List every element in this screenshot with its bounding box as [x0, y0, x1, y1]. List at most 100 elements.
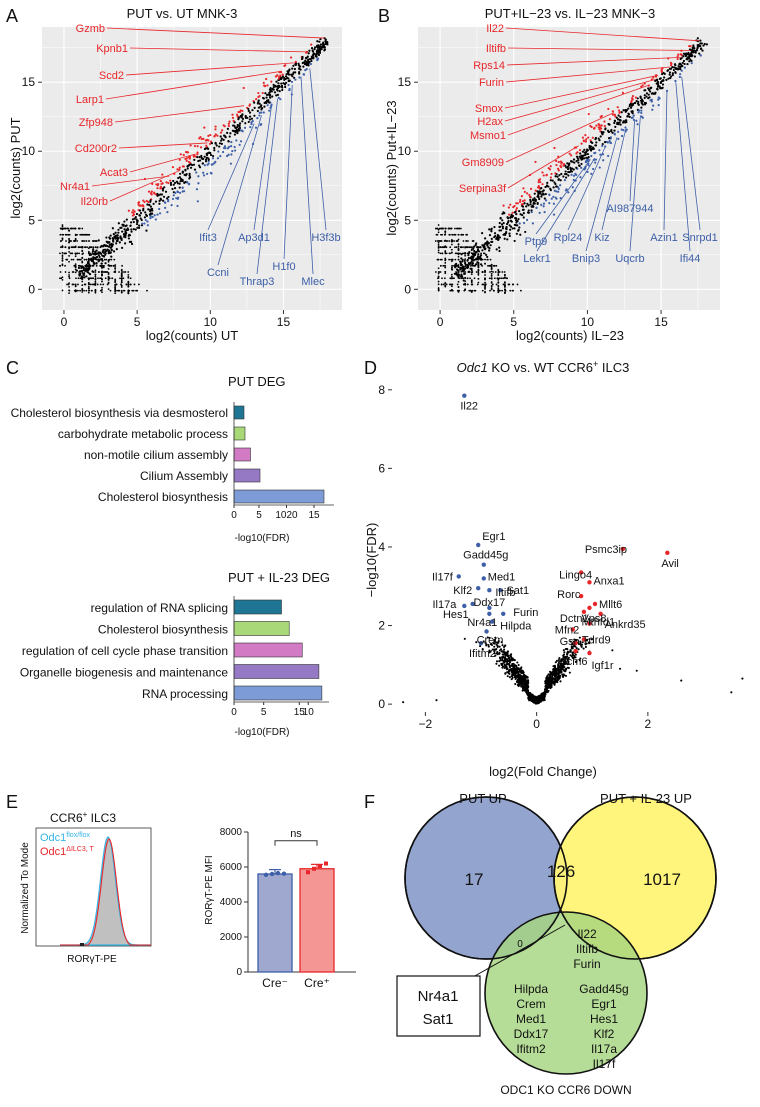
point-up	[555, 163, 558, 167]
point-ns	[564, 657, 567, 660]
point-ns	[537, 700, 540, 703]
point-ns	[284, 77, 287, 81]
point-down	[598, 166, 601, 169]
point-down	[151, 215, 154, 219]
point-ns	[582, 647, 585, 650]
point-ns	[488, 636, 491, 639]
point-ns	[524, 685, 527, 688]
point-ns	[271, 95, 274, 98]
point-ns	[450, 251, 453, 254]
point-ns	[515, 668, 519, 671]
point-down	[674, 79, 677, 83]
point-ns	[135, 289, 137, 292]
point-ns	[741, 677, 744, 680]
point-down	[149, 217, 152, 220]
point-down	[526, 218, 529, 222]
point-ns	[87, 289, 90, 292]
point-ns	[159, 193, 162, 196]
point-ns	[175, 180, 179, 183]
point-ns	[90, 246, 93, 249]
point-down	[531, 222, 534, 225]
point-ns	[450, 238, 453, 241]
point-down	[462, 393, 467, 398]
point-ns	[101, 271, 103, 273]
point-ns	[570, 160, 573, 163]
point-ns	[517, 664, 520, 667]
point-down	[620, 134, 624, 138]
gene-label: Dctn1	[560, 613, 589, 625]
label-leader-blue	[567, 146, 606, 231]
point-up	[231, 116, 235, 119]
gene-label-down: Ptp9	[525, 236, 548, 248]
gene-label: Hes1	[443, 609, 469, 621]
point-ns	[218, 145, 221, 148]
point-ns	[68, 239, 70, 241]
point-ns	[177, 176, 180, 180]
point-up	[262, 81, 265, 84]
point-ns	[119, 277, 121, 280]
point-down	[481, 562, 486, 567]
point-down	[617, 137, 620, 140]
point-up	[676, 57, 679, 61]
gene-label: Gsn	[560, 636, 580, 648]
point-ns	[72, 246, 75, 249]
point-down	[635, 119, 638, 122]
point-ns	[226, 131, 229, 134]
point-ns	[682, 59, 685, 63]
point-ns	[298, 71, 301, 74]
point-ns	[545, 676, 548, 679]
point-ns	[486, 255, 489, 259]
point-ns	[162, 199, 165, 202]
point-ns	[576, 157, 579, 160]
point-ns	[457, 291, 460, 293]
point-up	[188, 157, 191, 160]
x-tick-label: 15	[294, 707, 306, 718]
point-ns	[501, 659, 504, 662]
point-ns	[439, 227, 441, 230]
point-ns	[81, 291, 84, 293]
point-up	[537, 185, 540, 188]
point-ns	[444, 245, 447, 248]
point-ns	[694, 51, 697, 54]
point-ns	[118, 241, 121, 244]
point-ns	[650, 86, 653, 89]
point-ns	[136, 226, 139, 229]
point-ns	[659, 81, 663, 84]
point-up	[521, 200, 525, 203]
gene-label-up: Rps14	[473, 60, 505, 72]
point-down	[146, 224, 149, 227]
point-ns	[480, 263, 483, 266]
point-up	[523, 199, 526, 202]
point-down	[171, 197, 175, 201]
point-ns	[305, 61, 308, 64]
point-ns	[82, 266, 85, 269]
point-ns	[443, 264, 446, 267]
panel-c-il23-xlabel: -log10(FDR)	[234, 727, 289, 738]
point-down	[239, 140, 243, 143]
point-ns	[84, 233, 87, 236]
point-ns	[693, 55, 696, 58]
point-ns	[534, 199, 537, 203]
point-ns	[114, 280, 117, 283]
point-ns	[522, 671, 525, 674]
point-ns	[103, 252, 105, 255]
point-down	[651, 108, 654, 111]
point-ns	[564, 176, 568, 179]
label-leader-blue	[283, 84, 293, 260]
point-ns	[250, 117, 254, 120]
point-ns	[64, 233, 67, 236]
point-ns	[689, 58, 692, 61]
x-tick-label: 5	[261, 707, 267, 718]
point-ns	[226, 127, 229, 130]
point-ns	[318, 40, 321, 43]
panel-c-put-title: PUT DEG	[228, 374, 286, 389]
point-ns	[674, 64, 677, 67]
point-ns	[558, 174, 561, 177]
point-ns	[68, 254, 70, 257]
point-ns	[169, 181, 173, 185]
point-ns	[103, 271, 106, 273]
point-ns	[297, 63, 301, 67]
point-ns	[81, 261, 84, 264]
point-ns	[541, 698, 544, 701]
point-ns	[315, 53, 318, 56]
